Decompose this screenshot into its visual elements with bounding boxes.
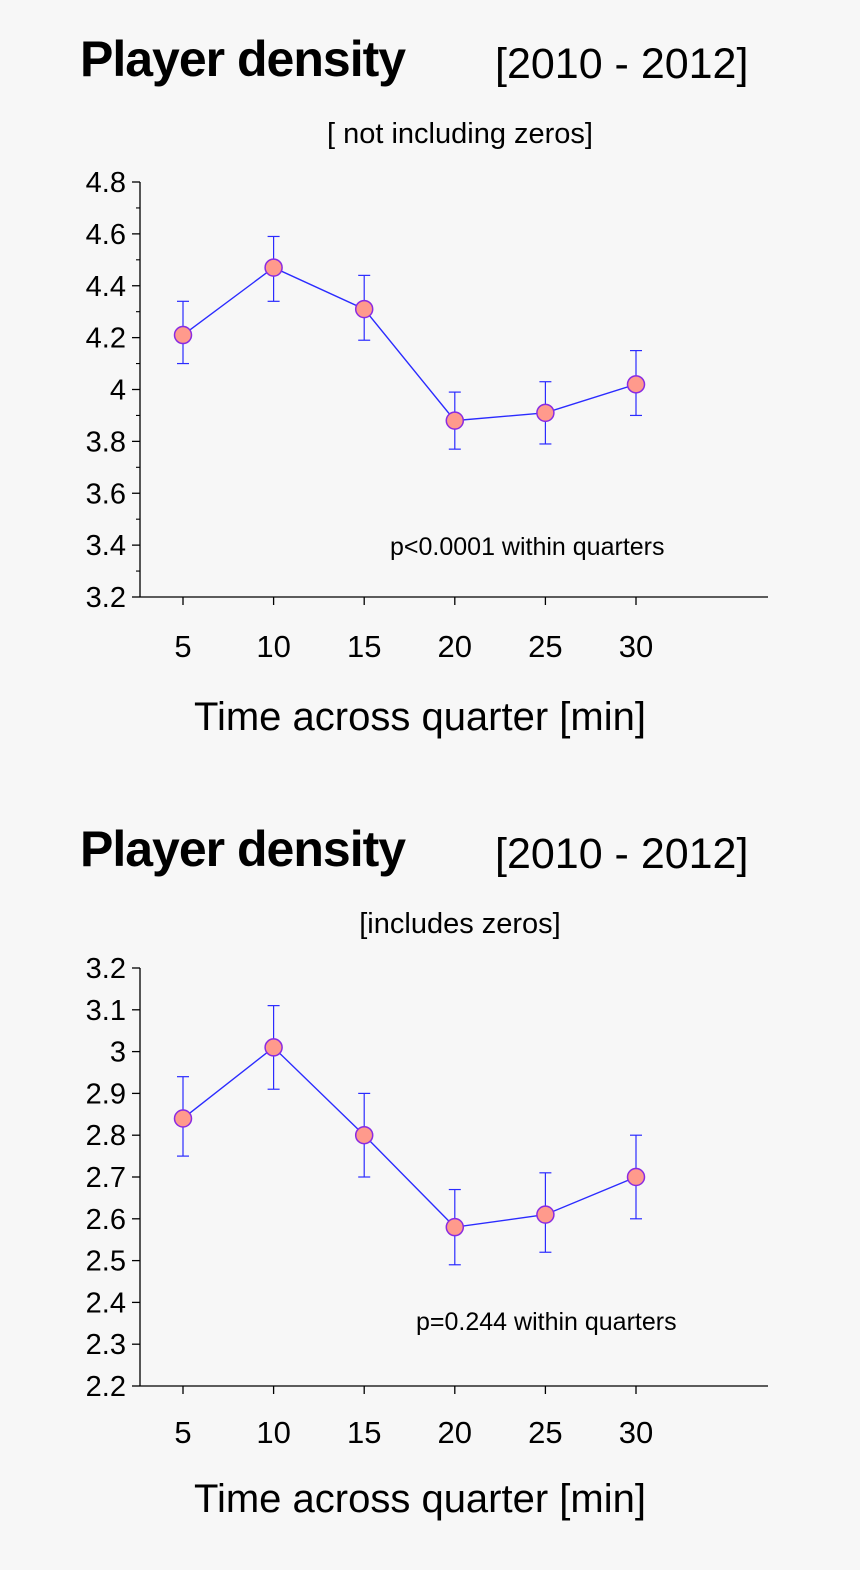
chart-top: Player density [2010 - 2012] [ not inclu…	[0, 0, 860, 780]
y-tick-label: 3.4	[86, 530, 126, 562]
plot-area: 2.2 2.3 2.4 2.5 2.6 2.7 2.8 2.9 3 3.1 3.2 5 10 15 20 25…	[86, 953, 768, 1521]
chart-title-range: [2010 - 2012]	[495, 40, 749, 88]
y-tick-label: 3.1	[86, 995, 126, 1027]
y-tick-label: 2.2	[86, 1371, 126, 1403]
y-tick-label: 2.6	[86, 1204, 126, 1236]
x-tick-label: 15	[347, 629, 381, 664]
data-point	[354, 1125, 374, 1145]
chart-title: Player density	[80, 821, 406, 877]
x-tick-label: 10	[256, 1415, 290, 1450]
x-tick-label: 20	[438, 1415, 472, 1450]
chart-title-range: [2010 - 2012]	[495, 830, 749, 878]
x-tick-label: 30	[619, 1415, 653, 1450]
y-tick-label: 2.8	[86, 1120, 126, 1152]
y-tick-label: 3.2	[86, 582, 126, 614]
chart-bottom: Player density [2010 - 2012] [includes z…	[0, 790, 860, 1570]
data-point	[445, 411, 465, 430]
y-tick-label: 4	[110, 375, 126, 407]
x-tick-label: 15	[347, 1415, 381, 1450]
x-tick-label: 25	[528, 629, 562, 664]
y-tick-label: 3.8	[86, 426, 126, 458]
x-axis-label: Time across quarter [min]	[194, 1477, 646, 1521]
data-point	[354, 299, 374, 319]
data-point	[626, 1167, 646, 1187]
y-tick-label: 2.3	[86, 1329, 126, 1361]
x-tick-label: 20	[438, 629, 472, 664]
x-tick-label: 5	[174, 629, 191, 664]
data-point	[173, 325, 193, 345]
x-tick-label: 30	[619, 629, 653, 664]
plot-area: 3.2 3.4 3.6 3.8 4 4.2 4.4 4.6 4.8 5 10 15 20 25 30 Time…	[86, 167, 768, 739]
y-tick-label: 3.2	[86, 953, 126, 985]
data-point	[264, 258, 283, 277]
x-tick-label: 5	[174, 1415, 191, 1450]
p-value-annotation: p=0.244 within quarters	[416, 1308, 677, 1336]
chart-subtitle: [ not including zeros]	[327, 118, 593, 150]
y-tick-label: 3.6	[86, 478, 126, 510]
y-tick-label: 4.2	[86, 323, 126, 355]
data-point	[264, 1038, 283, 1057]
data-point	[445, 1217, 465, 1237]
x-tick-label: 10	[256, 629, 290, 664]
y-tick-label: 4.6	[86, 219, 126, 251]
p-value-annotation: p<0.0001 within quarters	[390, 533, 665, 561]
x-tick-label: 25	[528, 1415, 562, 1450]
y-tick-label: 3	[110, 1037, 126, 1069]
y-tick-label: 2.5	[86, 1246, 126, 1278]
y-tick-label: 2.7	[86, 1162, 126, 1194]
y-tick-label: 2.9	[86, 1078, 126, 1110]
x-axis-label: Time across quarter [min]	[194, 695, 646, 739]
data-point	[626, 375, 646, 394]
y-tick-label: 4.4	[86, 271, 126, 303]
series-line	[182, 266, 637, 422]
chart-title: Player density	[80, 31, 406, 87]
y-tick-label: 4.8	[86, 167, 126, 199]
chart-subtitle: [includes zeros]	[359, 908, 561, 940]
data-point	[536, 1205, 555, 1224]
data-point	[536, 403, 555, 423]
y-tick-label: 2.4	[86, 1287, 126, 1319]
series-line	[182, 1046, 637, 1228]
data-point	[173, 1109, 193, 1128]
